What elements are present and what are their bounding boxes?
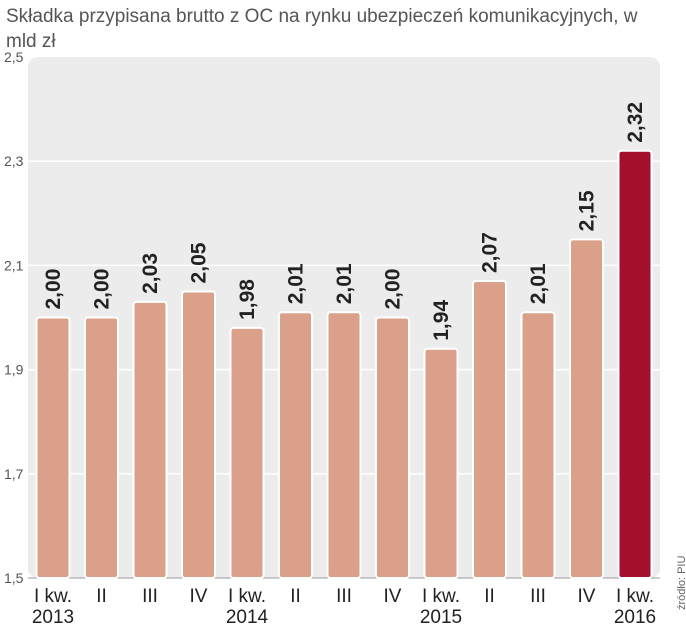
x-tick-label: 2016 (614, 607, 656, 628)
bar-value-label: 2,01 (527, 263, 550, 304)
bar-value-label: 2,32 (624, 102, 647, 143)
bar (84, 316, 119, 579)
bar (569, 238, 604, 579)
x-tick-label: IV (578, 586, 596, 607)
x-tick-label: IV (190, 586, 208, 607)
bar (326, 311, 362, 579)
bar (617, 149, 653, 579)
bar-value-label: 2,01 (333, 263, 356, 304)
y-tick-label: 1,5 (4, 570, 24, 586)
bar (375, 316, 410, 579)
bar (520, 311, 556, 579)
x-tick-label: 2013 (32, 607, 74, 628)
x-tick-label: III (336, 586, 352, 607)
x-tick-label: III (142, 586, 158, 607)
x-tick-label: I kw. (34, 586, 72, 607)
bar-value-label: 2,03 (139, 253, 162, 294)
x-tick-label: III (530, 586, 546, 607)
bar (181, 290, 216, 579)
x-tick-label: II (484, 586, 495, 607)
bar-value-label: 2,07 (479, 232, 502, 273)
bar (278, 311, 313, 579)
chart-title: Składka przypisana brutto z OC na rynku … (6, 6, 638, 52)
y-tick-label: 1,9 (4, 362, 24, 378)
x-tick-label: II (290, 586, 301, 607)
x-tick-label: 2014 (226, 607, 269, 628)
x-tick-label: I kw. (422, 586, 460, 607)
bar (229, 326, 265, 580)
bar (472, 280, 507, 579)
x-tick-label: II (96, 586, 107, 607)
bar-value-label: 1,98 (236, 279, 259, 320)
x-tick-label: 2015 (420, 607, 462, 628)
x-tick-label: I kw. (228, 586, 266, 607)
bar-value-label: 2,00 (42, 269, 65, 310)
bar-value-label: 2,05 (188, 242, 211, 283)
bar-value-label: 1,94 (430, 300, 453, 341)
y-tick-label: 1,7 (4, 466, 24, 482)
y-tick-label: 2,3 (4, 153, 24, 169)
bar-value-label: 2,15 (576, 190, 599, 231)
bar (35, 316, 71, 579)
x-tick-label: IV (384, 586, 402, 607)
bar-value-label: 2,00 (382, 269, 405, 310)
bar-value-label: 2,00 (91, 269, 114, 310)
x-tick-label: I kw. (616, 586, 654, 607)
bar (132, 300, 168, 579)
y-tick-label: 2,1 (4, 257, 24, 273)
y-tick-label: 2,5 (4, 49, 24, 65)
source-note: źródło: PIU (676, 555, 686, 610)
bar (423, 347, 459, 580)
bar-value-label: 2,01 (285, 263, 308, 304)
